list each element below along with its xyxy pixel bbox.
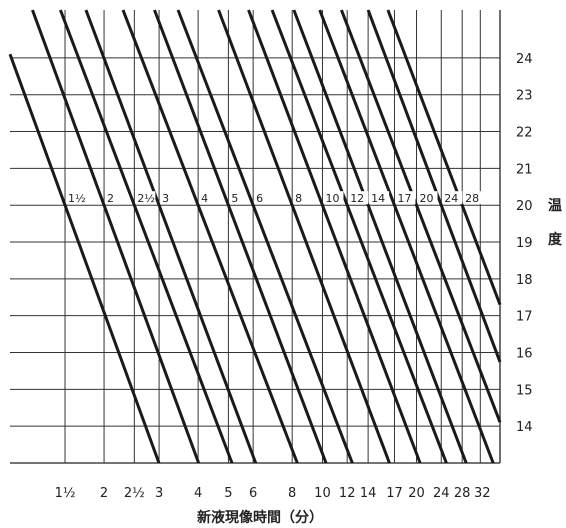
curve-label: 14: [371, 192, 385, 205]
curve-label: 12: [350, 192, 364, 205]
curve-label: 17: [397, 192, 411, 205]
curve-label: 10: [325, 192, 339, 205]
curve-label: 4: [201, 192, 208, 205]
curve-label-bg: [464, 191, 484, 205]
x-tick-label: 14: [360, 486, 377, 501]
curve-label: 2½: [137, 192, 155, 205]
curve-label-bg: [324, 191, 344, 205]
time-line: [340, 9, 502, 423]
curve-label: 28: [465, 192, 479, 205]
time-line: [121, 9, 299, 464]
y-tick-label: 23: [516, 89, 533, 104]
x-tick-label: 24: [433, 486, 450, 501]
y-tick-label: 21: [516, 162, 533, 177]
y-tick-label: 22: [516, 126, 533, 141]
y-tick-label: 17: [516, 310, 533, 325]
x-tick-label: 8: [288, 486, 296, 501]
x-tick-label: 1½: [55, 486, 76, 501]
x-axis-label: 新液現像時間（分）: [197, 509, 323, 526]
curve-label-bg: [396, 191, 416, 205]
x-tick-label: 6: [249, 486, 257, 501]
y-tick-label: 16: [516, 347, 533, 362]
time-line: [31, 9, 201, 464]
y-tick-label: 18: [516, 273, 533, 288]
curve-label-bg: [349, 191, 369, 205]
y-axis-label-char: 度: [548, 231, 563, 248]
x-tick-label: 20: [408, 486, 425, 501]
curve-label: 3: [162, 192, 169, 205]
x-tick-label: 28: [454, 486, 471, 501]
time-line: [318, 9, 495, 464]
x-tick-label: 17: [386, 486, 403, 501]
x-tick-label: 2½: [124, 486, 145, 501]
time-line: [217, 9, 391, 464]
curve-label-bg: [370, 191, 390, 205]
x-tick-label: 2: [100, 486, 108, 501]
y-tick-label: 24: [516, 52, 533, 67]
curve-label-bg: [230, 191, 243, 205]
grid: [10, 10, 501, 464]
time-line: [270, 9, 448, 464]
curve-label: 2: [107, 192, 114, 205]
y-tick-label: 14: [516, 420, 533, 435]
y-axis-label-char: 温: [548, 198, 562, 214]
y-tick-label: 20: [516, 199, 533, 214]
time-line: [153, 9, 328, 464]
time-line: [84, 9, 258, 464]
curve-label: 1½: [68, 192, 86, 205]
x-tick-label: 10: [314, 486, 331, 501]
y-tick-label: 19: [516, 236, 533, 251]
time-line: [176, 9, 354, 464]
time-line: [8, 53, 161, 464]
time-line: [247, 9, 422, 464]
curve-label: 8: [295, 192, 302, 205]
curve-label-bg: [294, 191, 307, 205]
curve-label-bg: [106, 191, 119, 205]
curve-label-bg: [418, 191, 438, 205]
time-line: [386, 9, 502, 306]
plot-lines: [8, 9, 502, 464]
time-line: [59, 9, 234, 464]
plot-labels: 1½ 2 2½ 3 4 5 6 8 10 12 14 17 20 24 28 3214151617181920…: [55, 52, 563, 501]
curve-label: 5: [231, 192, 238, 205]
x-tick-label: 12: [339, 486, 356, 501]
x-tick-label: 3: [155, 486, 163, 501]
curve-label-bg: [67, 191, 87, 205]
x-tick-label: 4: [194, 486, 202, 501]
curve-label-bg: [443, 191, 463, 205]
curve-label: 20: [420, 192, 434, 205]
curve-label-bg: [161, 191, 174, 205]
curve-label: 6: [256, 192, 263, 205]
curve-label-bg: [255, 191, 268, 205]
y-tick-label: 15: [516, 383, 533, 398]
curve-label-bg: [136, 191, 156, 205]
time-line: [366, 9, 502, 363]
x-tick-label: 5: [224, 486, 232, 501]
curve-label-bg: [200, 191, 213, 205]
time-line: [292, 9, 468, 464]
curve-label: 24: [444, 192, 458, 205]
x-tick-label: 32: [474, 486, 491, 501]
